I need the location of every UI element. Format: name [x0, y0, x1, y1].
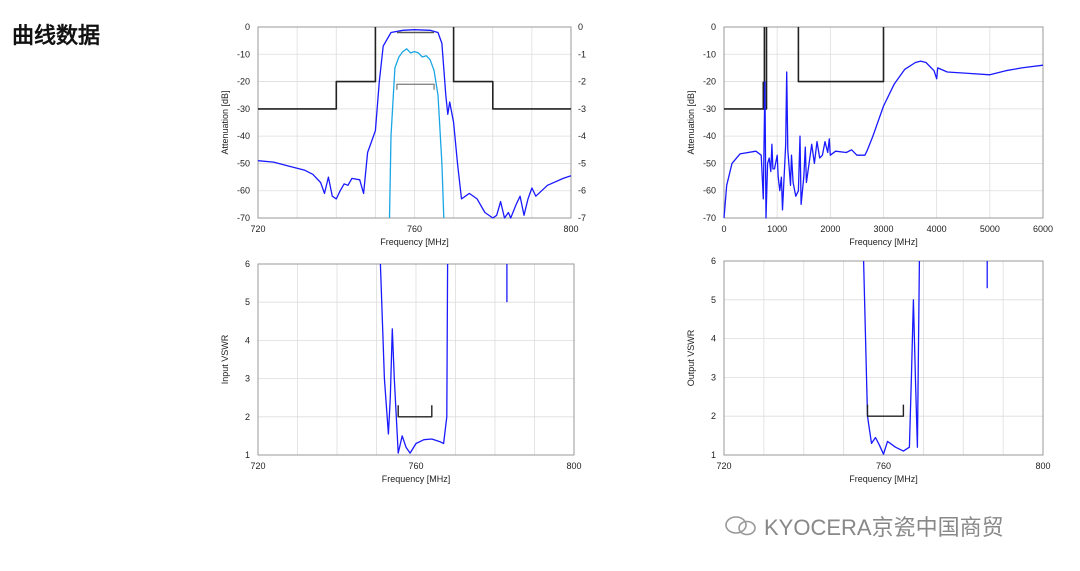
series-mask — [797, 27, 885, 83]
x-tick-label: 720 — [250, 224, 265, 234]
x-axis-label: Frequency [MHz] — [382, 474, 451, 484]
y-tick-label: -20 — [237, 77, 250, 87]
y-tick-label: 1 — [245, 450, 250, 460]
x-tick-label: 800 — [563, 224, 578, 234]
y2-tick-label: -6 — [578, 186, 586, 196]
y-axis-label: Output VSWR — [686, 329, 696, 386]
x-tick-label: 2000 — [820, 224, 840, 234]
series-passband — [388, 48, 445, 219]
chart-1: 720 760 800 0 -10 -20 -30 -40 -50 -60 -70 0 -1 -2 -3 -4… — [220, 22, 586, 247]
page-heading: 曲线数据 — [12, 23, 101, 48]
y-tick-label: 6 — [245, 259, 250, 269]
y2-tick-label: -1 — [578, 49, 586, 59]
y-axis-label: Attenuation [dB] — [220, 90, 230, 154]
chart-3: 720 760 800 1 2 3 4 5 6 Frequency [MHz] Input VSWR — [220, 259, 582, 484]
y-tick-label: 0 — [711, 22, 716, 32]
y-tick-label: 5 — [245, 297, 250, 307]
x-axis-label: Frequency [MHz] — [849, 237, 918, 247]
y-tick-label: 3 — [711, 372, 716, 382]
y2-tick-label: -5 — [578, 158, 586, 168]
series-wide — [257, 29, 572, 219]
watermark-text: KYOCERA京瓷中国商贸 — [764, 515, 1004, 540]
x-tick-label: 760 — [407, 224, 422, 234]
y-tick-label: -50 — [237, 158, 250, 168]
y-tick-label: -10 — [237, 49, 250, 59]
series-wide — [723, 60, 1044, 219]
y-tick-label: -60 — [237, 186, 250, 196]
x-tick-label: 720 — [250, 461, 265, 471]
x-tick-label: 760 — [408, 461, 423, 471]
series-bracket — [866, 404, 905, 417]
x-tick-label: 1000 — [767, 224, 787, 234]
y-tick-label: 1 — [711, 450, 716, 460]
x-tick-label: 760 — [876, 461, 891, 471]
series-mask — [258, 27, 377, 110]
x-tick-label: 4000 — [927, 224, 947, 234]
y2-tick-label: -2 — [578, 77, 586, 87]
y-tick-label: 6 — [711, 256, 716, 266]
plot-frame — [257, 26, 572, 219]
y-axis-label: Attenuation [dB] — [686, 90, 696, 154]
y-tick-label: 5 — [711, 295, 716, 305]
y-tick-label: -20 — [703, 77, 716, 87]
series-mask — [724, 27, 766, 110]
x-axis-label: Frequency [MHz] — [380, 237, 449, 247]
y-tick-label: 3 — [245, 374, 250, 384]
watermark: KYOCERA京瓷中国商贸 — [724, 510, 1004, 542]
series-bracket — [396, 83, 435, 90]
y2-tick-label: -4 — [578, 131, 586, 141]
y-tick-label: 2 — [711, 411, 716, 421]
y2-tick-label: -7 — [578, 213, 586, 223]
chart-2: 0 1000 2000 3000 4000 5000 6000 0 -10 -20 -30 -40 -5… — [686, 22, 1053, 247]
y-tick-label: -30 — [703, 104, 716, 114]
wechat-icon — [725, 516, 756, 536]
x-tick-label: 6000 — [1033, 224, 1053, 234]
series-bracket — [397, 405, 433, 418]
plot-frame — [723, 260, 1044, 456]
x-tick-label: 800 — [1035, 461, 1050, 471]
y-tick-label: -70 — [703, 213, 716, 223]
y-tick-label: -70 — [237, 213, 250, 223]
plot-frame — [257, 263, 575, 456]
y-tick-label: -40 — [703, 131, 716, 141]
y-tick-label: -50 — [703, 158, 716, 168]
y-axis-label: Input VSWR — [220, 334, 230, 384]
x-axis-label: Frequency [MHz] — [849, 474, 918, 484]
x-tick-label: 3000 — [873, 224, 893, 234]
chart-4: 720 760 800 1 2 3 4 5 6 Frequency [MHz] Output VSW… — [686, 256, 1051, 484]
y-tick-label: -40 — [237, 131, 250, 141]
series-mask — [452, 27, 571, 110]
y-tick-label: -30 — [237, 104, 250, 114]
y-tick-label: -10 — [703, 49, 716, 59]
series-vswr — [379, 263, 449, 454]
y-tick-label: 2 — [245, 412, 250, 422]
y-tick-label: -60 — [703, 186, 716, 196]
y-tick-label: 0 — [245, 22, 250, 32]
y-tick-label: 4 — [711, 334, 716, 344]
x-tick-label: 720 — [716, 461, 731, 471]
x-tick-label: 5000 — [980, 224, 1000, 234]
x-tick-label: 800 — [566, 461, 581, 471]
series-vswr — [862, 260, 921, 455]
y2-tick-label: 0 — [578, 22, 583, 32]
y-tick-label: 4 — [245, 335, 250, 345]
y2-tick-label: -3 — [578, 104, 586, 114]
x-tick-label: 0 — [721, 224, 726, 234]
